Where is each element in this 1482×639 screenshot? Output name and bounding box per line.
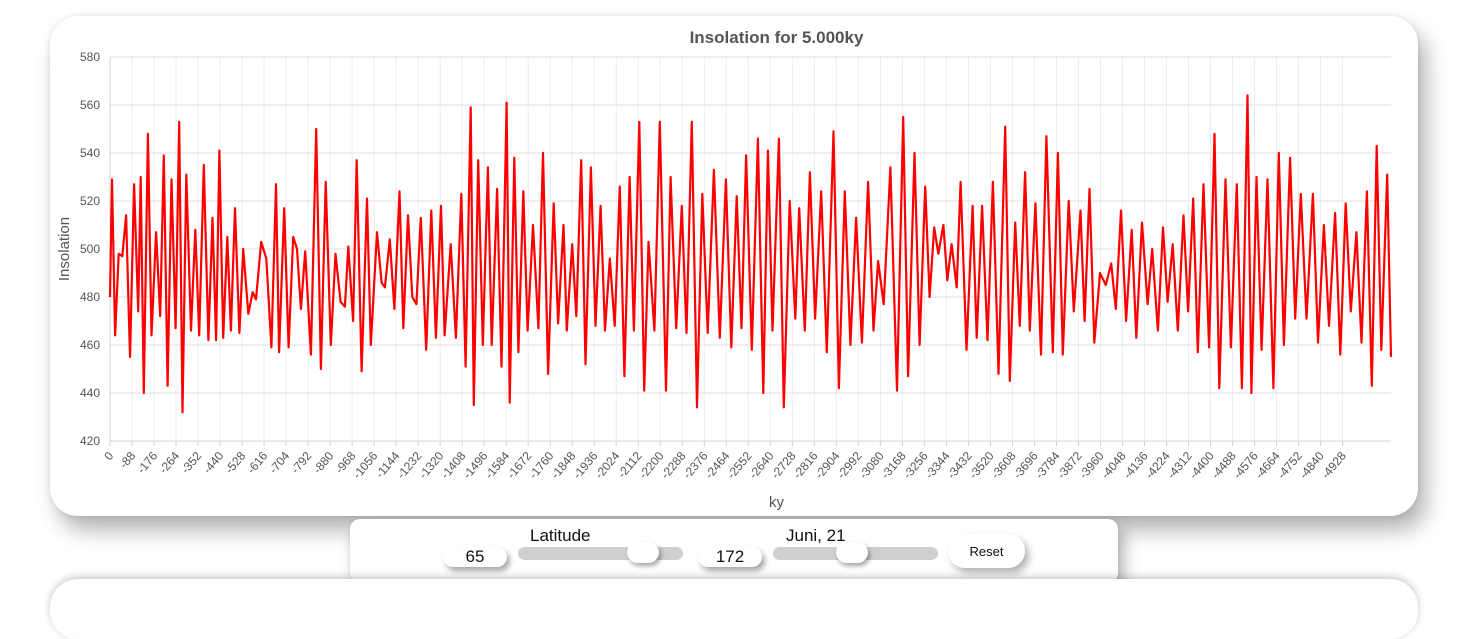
x-tick-label: -2024 bbox=[592, 449, 623, 482]
y-axis-title: Insolation bbox=[56, 217, 73, 281]
x-tick-label: -264 bbox=[156, 449, 182, 477]
y-tick-label: 440 bbox=[80, 386, 100, 400]
day-slider[interactable] bbox=[773, 542, 938, 563]
latitude-slider-thumb[interactable] bbox=[627, 542, 660, 563]
latitude-input[interactable]: 65 bbox=[443, 547, 507, 567]
controls-panel: Latitude 65 Juni, 21 172 Reset bbox=[350, 519, 1118, 583]
x-tick-label: -1056 bbox=[350, 449, 381, 482]
x-tick-label: -704 bbox=[266, 449, 292, 477]
y-tick-label: 580 bbox=[80, 50, 100, 64]
x-tick-label: -352 bbox=[178, 449, 204, 477]
y-tick-label: 420 bbox=[80, 434, 100, 448]
x-tick-label: -616 bbox=[244, 449, 270, 477]
x-tick-label: -528 bbox=[222, 449, 248, 477]
day-slider-thumb[interactable] bbox=[835, 542, 868, 563]
reset-button[interactable]: Reset bbox=[948, 534, 1025, 568]
x-tick-label: -792 bbox=[288, 449, 314, 477]
y-tick-label: 500 bbox=[80, 242, 100, 256]
day-input[interactable]: 172 bbox=[698, 547, 762, 567]
y-tick-label: 540 bbox=[80, 146, 100, 160]
date-label: Juni, 21 bbox=[786, 526, 846, 545]
insolation-chart-card: 420 440 460 480 500 520 540 560 580 0 -88 -176 -264-… bbox=[50, 16, 1418, 516]
secondary-card bbox=[50, 579, 1418, 639]
chart-title: Insolation for 5.000ky bbox=[690, 28, 864, 47]
x-tick-label: -4928 bbox=[1318, 449, 1349, 482]
x-tick-label: -880 bbox=[310, 449, 336, 477]
x-axis-title: ky bbox=[769, 494, 785, 511]
y-tick-label: 520 bbox=[80, 194, 100, 208]
latitude-slider[interactable] bbox=[518, 542, 683, 563]
y-tick-label: 560 bbox=[80, 98, 100, 112]
latitude-label: Latitude bbox=[530, 526, 591, 545]
y-tick-label: 480 bbox=[80, 290, 100, 304]
x-tick-label: 0 bbox=[101, 449, 116, 463]
x-tick-label: -440 bbox=[200, 449, 226, 477]
x-tick-label: -176 bbox=[134, 449, 160, 477]
y-tick-label: 460 bbox=[80, 338, 100, 352]
insolation-series-line bbox=[108, 94, 1393, 414]
